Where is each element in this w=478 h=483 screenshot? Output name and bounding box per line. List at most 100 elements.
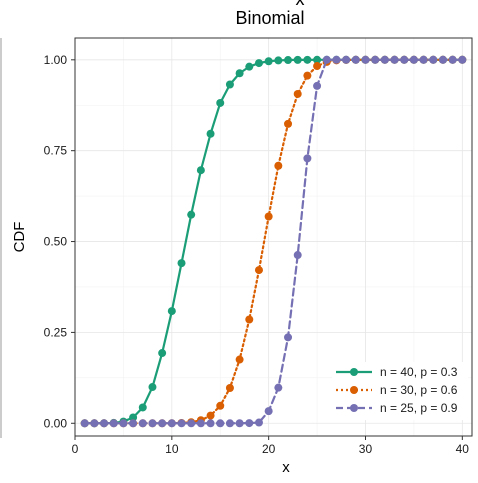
series-point bbox=[216, 419, 225, 428]
series-point bbox=[342, 55, 351, 64]
series-point bbox=[264, 212, 273, 221]
series-point bbox=[119, 419, 128, 428]
series-point bbox=[380, 55, 389, 64]
series-point bbox=[313, 81, 322, 90]
legend-label: n = 30, p = 0.6 bbox=[380, 383, 458, 397]
series-point bbox=[225, 383, 234, 392]
series-point bbox=[129, 413, 138, 422]
series-point bbox=[254, 59, 263, 68]
series-point bbox=[206, 419, 215, 428]
series-point bbox=[438, 55, 447, 64]
series-point bbox=[216, 401, 225, 410]
series-point bbox=[409, 55, 418, 64]
series-point bbox=[187, 210, 196, 219]
legend-label: n = 25, p = 0.9 bbox=[380, 401, 458, 415]
legend-label: n = 40, p = 0.3 bbox=[380, 365, 458, 379]
plot-panel bbox=[74, 37, 473, 437]
series-point bbox=[274, 161, 283, 170]
series-point bbox=[284, 333, 293, 342]
series-point bbox=[361, 55, 370, 64]
y-tick-label: 0.25 bbox=[44, 325, 68, 339]
series-point bbox=[109, 419, 118, 428]
series-point bbox=[225, 80, 234, 89]
y-tick-label: 1.00 bbox=[44, 53, 68, 67]
series-point bbox=[138, 403, 147, 412]
series-point bbox=[245, 419, 254, 428]
series-point bbox=[458, 55, 467, 64]
series-point bbox=[448, 55, 457, 64]
series-point bbox=[293, 89, 302, 98]
series-point bbox=[371, 55, 380, 64]
legend-item: n = 30, p = 0.6 bbox=[336, 383, 458, 397]
series-point bbox=[274, 383, 283, 392]
series-point bbox=[225, 419, 234, 428]
series-point bbox=[303, 71, 312, 80]
panel-border bbox=[74, 37, 473, 437]
series-point bbox=[90, 419, 99, 428]
legend: n = 40, p = 0.3 n = 30, p = 0.6 n = 25, p … bbox=[332, 362, 468, 420]
legend-item: n = 40, p = 0.3 bbox=[336, 365, 458, 379]
series-point bbox=[400, 55, 409, 64]
series-point bbox=[129, 419, 138, 428]
y-axis-ticks: 0.00 0.25 0.50 0.75 1.00 bbox=[44, 53, 75, 430]
series-point bbox=[235, 69, 244, 78]
series-point bbox=[303, 55, 312, 64]
series-point bbox=[235, 355, 244, 364]
series-point bbox=[322, 55, 331, 64]
series-point bbox=[293, 55, 302, 64]
series-point bbox=[167, 419, 176, 428]
chart-title: Binomial bbox=[235, 8, 304, 28]
series-point bbox=[138, 419, 147, 428]
top-clipped-text: x bbox=[296, 0, 305, 9]
series-3 bbox=[80, 55, 467, 428]
y-axis-label: CDF bbox=[11, 222, 28, 253]
series-point bbox=[284, 119, 293, 128]
x-tick-label: 40 bbox=[456, 442, 470, 456]
y-tick-label: 0.50 bbox=[44, 235, 68, 249]
series-point bbox=[274, 56, 283, 65]
series-point bbox=[303, 154, 312, 163]
series-line bbox=[83, 58, 464, 425]
x-tick-label: 0 bbox=[72, 442, 79, 456]
series-layer bbox=[80, 55, 467, 428]
x-axis-label: x bbox=[282, 459, 290, 476]
series-point bbox=[293, 251, 302, 260]
legend-item: n = 25, p = 0.9 bbox=[336, 401, 458, 415]
series-point bbox=[216, 98, 225, 107]
y-tick-label: 0.75 bbox=[44, 144, 68, 158]
series-point bbox=[206, 411, 215, 420]
series-point bbox=[177, 419, 186, 428]
series-point bbox=[148, 383, 157, 392]
series-point bbox=[158, 349, 167, 358]
series-point bbox=[196, 166, 205, 175]
x-axis-ticks: 0 10 20 30 40 bbox=[72, 436, 470, 456]
series-point bbox=[313, 55, 322, 64]
series-point bbox=[254, 418, 263, 427]
series-point bbox=[235, 419, 244, 428]
series-point bbox=[206, 129, 215, 138]
series-point bbox=[419, 55, 428, 64]
x-tick-label: 30 bbox=[359, 442, 373, 456]
series-point bbox=[245, 315, 254, 324]
legend-swatch-point bbox=[350, 386, 358, 394]
series-point bbox=[254, 266, 263, 275]
x-tick-label: 20 bbox=[262, 442, 276, 456]
series-point bbox=[390, 55, 399, 64]
series-point bbox=[196, 419, 205, 428]
series-point bbox=[167, 307, 176, 316]
series-point bbox=[148, 419, 157, 428]
legend-swatch-point bbox=[350, 404, 358, 412]
series-point bbox=[332, 55, 341, 64]
series-point bbox=[264, 407, 273, 416]
series-point bbox=[158, 419, 167, 428]
series-point bbox=[284, 56, 293, 65]
y-tick-label: 0.00 bbox=[44, 416, 68, 430]
series-point bbox=[351, 55, 360, 64]
x-tick-label: 10 bbox=[165, 442, 179, 456]
series-point bbox=[80, 419, 89, 428]
series-point bbox=[187, 419, 196, 428]
series-point bbox=[429, 55, 438, 64]
series-point bbox=[313, 62, 322, 71]
legend-swatch-point bbox=[350, 368, 358, 376]
